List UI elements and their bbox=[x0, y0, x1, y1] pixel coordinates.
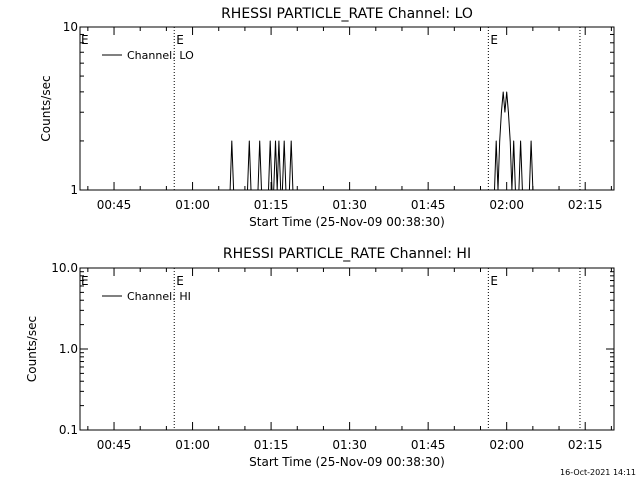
data-point bbox=[247, 189, 248, 191]
y-axis-label: Counts/sec bbox=[39, 75, 53, 141]
data-point bbox=[282, 189, 283, 191]
event-marker-label: E bbox=[176, 274, 184, 288]
x-tick-label: 01:45 bbox=[411, 438, 446, 452]
data-point bbox=[276, 189, 278, 191]
x-tick-label: 01:15 bbox=[254, 198, 289, 212]
data-point bbox=[502, 91, 504, 93]
data-point bbox=[511, 189, 513, 191]
data-point bbox=[290, 140, 292, 142]
data-point bbox=[520, 140, 522, 142]
event-marker-label: E bbox=[81, 33, 89, 47]
data-point bbox=[530, 140, 532, 142]
data-point bbox=[250, 189, 252, 191]
data-point bbox=[521, 189, 523, 191]
data-point bbox=[506, 91, 508, 93]
event-marker-label: E bbox=[176, 33, 184, 47]
data-point bbox=[248, 140, 250, 142]
chart-title: RHESSI PARTICLE_RATE Channel: LO bbox=[221, 6, 473, 22]
x-tick-label: 01:30 bbox=[332, 198, 367, 212]
event-marker-label: E bbox=[490, 33, 498, 47]
event-marker-label: E bbox=[490, 274, 498, 288]
data-point bbox=[261, 189, 262, 191]
x-tick-label: 00:45 bbox=[97, 438, 132, 452]
chart-title: RHESSI PARTICLE_RATE Channel: HI bbox=[223, 246, 471, 262]
data-point bbox=[283, 140, 285, 142]
data-point bbox=[494, 189, 495, 191]
data-point bbox=[513, 140, 515, 142]
data-point bbox=[497, 189, 499, 191]
x-axis-label: Start Time (25-Nov-09 00:38:30) bbox=[249, 215, 445, 229]
chart-panel-lo: RHESSI PARTICLE_RATE Channel: LO 1 10 00:45… bbox=[39, 6, 615, 229]
data-point bbox=[285, 189, 287, 191]
x-axis-label: Start Time (25-Nov-09 00:38:30) bbox=[249, 455, 445, 469]
x-tick-label: 00:45 bbox=[97, 198, 132, 212]
data-point bbox=[229, 189, 231, 191]
legend-label: Channel: HI bbox=[127, 290, 191, 303]
data-point bbox=[518, 189, 520, 191]
data-point bbox=[509, 140, 511, 142]
data-point bbox=[528, 189, 530, 191]
data-point bbox=[280, 189, 282, 191]
data-point bbox=[504, 111, 506, 113]
chart-panel-hi: RHESSI PARTICLE_RATE Channel: HI 0.1 1.0 10… bbox=[25, 246, 615, 469]
y-tick-label: 10.0 bbox=[51, 261, 78, 275]
data-point bbox=[259, 140, 261, 142]
data-point bbox=[499, 140, 501, 142]
data-point bbox=[278, 140, 280, 142]
data-point bbox=[231, 140, 233, 142]
x-tick-label: 01:00 bbox=[175, 438, 210, 452]
data-point bbox=[508, 111, 509, 113]
data-point bbox=[289, 189, 290, 191]
data-point bbox=[275, 140, 276, 142]
data-point bbox=[515, 189, 516, 191]
data-point bbox=[532, 189, 534, 191]
data-point bbox=[257, 189, 259, 191]
x-tick-label: 01:45 bbox=[411, 198, 446, 212]
series-line bbox=[229, 91, 534, 191]
y-tick-label: 0.1 bbox=[59, 423, 78, 437]
x-tick-label: 02:15 bbox=[568, 198, 603, 212]
event-marker-label: E bbox=[81, 274, 89, 288]
footer-timestamp: 16-Oct-2021 14:11 bbox=[560, 468, 636, 477]
data-point bbox=[269, 140, 271, 142]
data-point bbox=[273, 189, 275, 191]
data-point bbox=[271, 189, 273, 191]
y-tick-label: 1 bbox=[70, 183, 78, 197]
data-point bbox=[233, 189, 234, 191]
x-tick-label: 01:00 bbox=[175, 198, 210, 212]
legend-label: Channel: LO bbox=[127, 49, 194, 62]
data-point bbox=[292, 189, 294, 191]
x-tick-label: 02:00 bbox=[489, 198, 524, 212]
x-tick-label: 01:30 bbox=[332, 438, 367, 452]
x-tick-label: 02:15 bbox=[568, 438, 603, 452]
x-tick-label: 02:00 bbox=[489, 438, 524, 452]
data-point bbox=[495, 140, 497, 142]
x-tick-label: 01:15 bbox=[254, 438, 289, 452]
y-axis-label: Counts/sec bbox=[25, 316, 39, 382]
data-point bbox=[501, 111, 502, 113]
y-tick-label: 10 bbox=[63, 20, 78, 34]
data-point bbox=[268, 189, 269, 191]
y-tick-label: 1.0 bbox=[59, 342, 78, 356]
